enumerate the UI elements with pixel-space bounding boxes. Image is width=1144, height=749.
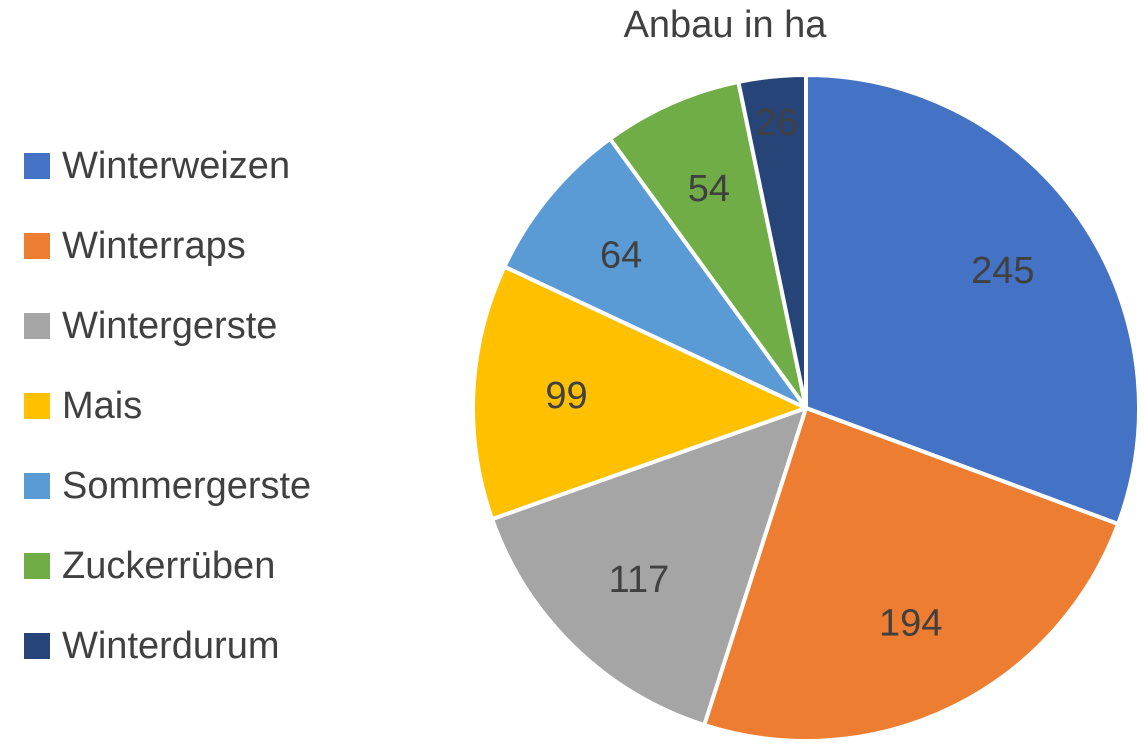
pie-slice-winterweizen — [804, 73, 1141, 527]
legend: Winterweizen Winterraps Wintergerste Mai… — [24, 126, 364, 686]
legend-swatch-winterraps — [24, 233, 50, 259]
chart-title: Anbau in ha — [623, 4, 827, 46]
legend-label-mais: Mais — [62, 384, 143, 427]
legend-swatch-sommergerste — [24, 473, 50, 499]
legend-label-sommergerste: Sommergerste — [62, 464, 312, 507]
legend-label-winterdurum: Winterdurum — [62, 624, 280, 667]
legend-swatch-winterdurum — [24, 633, 50, 659]
legend-item-wintergerste: Wintergerste — [24, 286, 364, 366]
data-label-winterweizen: 245 — [971, 250, 1034, 292]
legend-item-zuckerrueben: Zuckerrüben — [24, 526, 364, 606]
legend-item-mais: Mais — [24, 366, 364, 446]
legend-swatch-zuckerrueben — [24, 553, 50, 579]
legend-item-sommergerste: Sommergerste — [24, 446, 364, 526]
pie-slice-mais — [471, 264, 808, 522]
legend-item-winterdurum: Winterdurum — [24, 606, 364, 686]
pie-slice-zuckerrueben — [608, 79, 808, 410]
data-label-zuckerrueben: 54 — [688, 168, 730, 210]
data-label-wintergerste: 117 — [609, 559, 670, 601]
data-label-winterdurum: 26 — [756, 102, 798, 144]
legend-swatch-winterweizen — [24, 153, 50, 179]
legend-item-winterraps: Winterraps — [24, 206, 364, 286]
legend-item-winterweizen: Winterweizen — [24, 126, 364, 206]
legend-label-winterraps: Winterraps — [62, 224, 246, 267]
pie-slice-winterraps — [702, 406, 1121, 743]
legend-label-winterweizen: Winterweizen — [62, 144, 291, 187]
pie-slice-winterdurum — [736, 73, 808, 410]
data-label-sommergerste: 64 — [600, 234, 642, 276]
legend-swatch-wintergerste — [24, 313, 50, 339]
data-label-winterraps: 194 — [879, 603, 942, 645]
legend-label-zuckerrueben: Zuckerrüben — [62, 544, 276, 587]
legend-swatch-mais — [24, 393, 50, 419]
data-label-mais: 99 — [545, 375, 587, 417]
pie-slice-wintergerste — [490, 406, 808, 728]
pie-slice-sommergerste — [502, 136, 808, 410]
legend-label-wintergerste: Wintergerste — [62, 304, 278, 347]
